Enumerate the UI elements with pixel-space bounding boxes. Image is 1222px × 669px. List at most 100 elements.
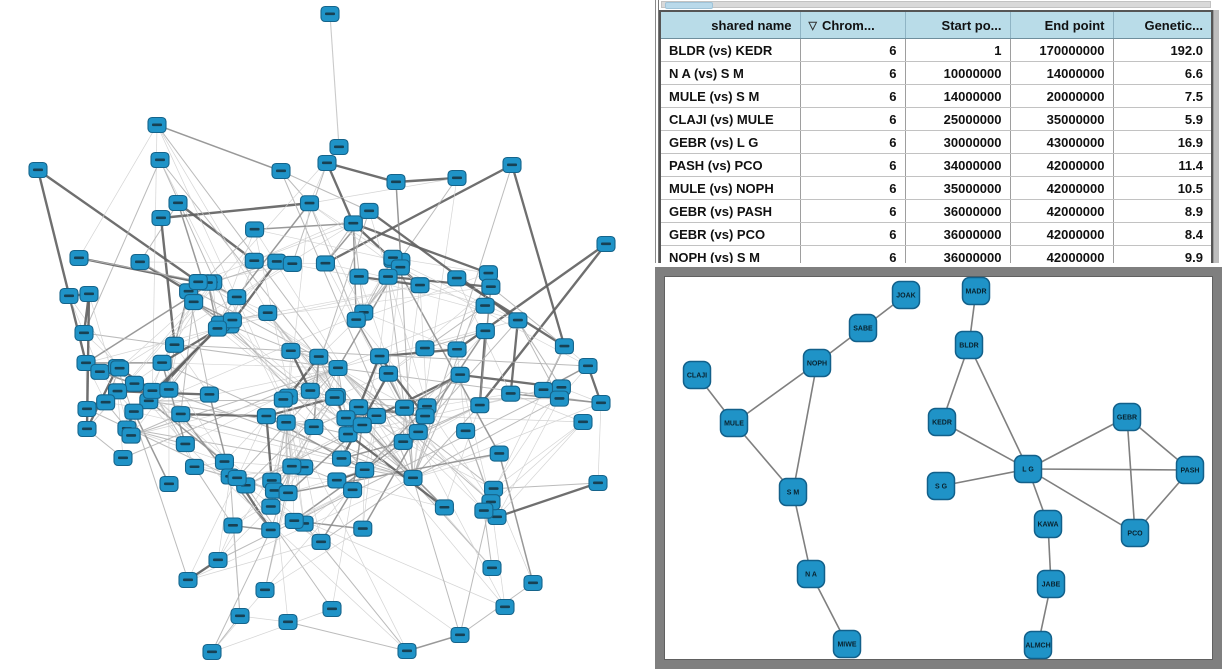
node-noph[interactable]: NOPH (802, 348, 832, 378)
overview-node[interactable] (147, 116, 167, 134)
overview-node[interactable] (366, 407, 387, 425)
overview-node[interactable] (74, 324, 94, 342)
edge-kedr-l-g[interactable] (941, 421, 1029, 470)
overview-node[interactable] (328, 359, 348, 377)
scrollbar-thumb[interactable] (665, 2, 713, 9)
overview-node[interactable] (59, 287, 79, 305)
overview-node[interactable] (121, 427, 141, 444)
node-almch[interactable]: ALMCH (1023, 630, 1053, 660)
overview-node[interactable] (475, 297, 495, 314)
overview-node[interactable] (450, 366, 470, 383)
overview-node[interactable] (258, 304, 278, 321)
overview-node[interactable] (329, 138, 349, 156)
column-header-end-point[interactable]: End point (1010, 11, 1114, 39)
overview-node[interactable] (533, 381, 554, 398)
node-mule[interactable]: MULE (719, 408, 749, 438)
overview-node[interactable] (311, 533, 331, 551)
overview-node[interactable] (208, 551, 228, 569)
overview-node[interactable] (230, 607, 250, 625)
overview-network-panel[interactable] (0, 0, 655, 669)
overview-node[interactable] (159, 475, 179, 493)
overview-node[interactable] (281, 342, 301, 359)
overview-node[interactable] (304, 418, 324, 436)
overview-node[interactable] (393, 433, 413, 450)
overview-node[interactable] (315, 255, 335, 272)
node-joak[interactable]: JOAK (891, 280, 921, 310)
detail-network-canvas[interactable]: JOAK MADR SABE BLDR NOPH CLAJI MULE KEDR GEBR L G… (664, 276, 1213, 660)
overview-node[interactable] (300, 382, 320, 399)
node-jabe[interactable]: JABE (1036, 569, 1066, 599)
overview-node[interactable] (245, 221, 265, 238)
overview-node[interactable] (370, 348, 390, 365)
overview-node[interactable] (276, 414, 296, 431)
overview-node[interactable] (578, 357, 598, 375)
overview-node[interactable] (184, 293, 204, 311)
node-claji[interactable]: CLAJI (682, 360, 712, 390)
overview-node[interactable] (495, 598, 515, 616)
overview-node[interactable] (353, 520, 373, 537)
edge-bldr-l-g[interactable] (968, 344, 1029, 470)
overview-node[interactable] (355, 461, 375, 478)
overview-node[interactable] (415, 408, 435, 425)
overview-node[interactable] (456, 422, 476, 440)
node-bldr[interactable]: BLDR (954, 330, 984, 360)
node-s-m[interactable]: S M (778, 477, 808, 507)
overview-node[interactable] (523, 574, 543, 592)
overview-node[interactable] (273, 391, 293, 408)
table-row[interactable]: GEBR (vs) PCO 6 36000000 42000000 8.4 (660, 222, 1213, 246)
overview-node[interactable] (349, 399, 369, 416)
overview-node[interactable] (222, 312, 242, 329)
table-row[interactable]: GEBR (vs) L G 6 30000000 43000000 16.9 (660, 130, 1213, 154)
overview-node[interactable] (482, 559, 502, 577)
table-row[interactable]: BLDR (vs) KEDR 6 1 170000000 192.0 (660, 38, 1213, 62)
overview-node[interactable] (331, 450, 352, 467)
overview-node[interactable] (77, 420, 97, 438)
node-s-g[interactable]: S G (926, 471, 956, 501)
node-miwe[interactable]: MIWE (832, 629, 862, 659)
overview-node[interactable] (278, 613, 298, 631)
overview-node[interactable] (320, 5, 340, 23)
overview-node[interactable] (408, 424, 428, 441)
overview-node[interactable] (282, 255, 302, 272)
node-sabe[interactable]: SABE (848, 313, 878, 343)
overview-node[interactable] (256, 408, 276, 425)
overview-node[interactable] (573, 413, 593, 431)
overview-node[interactable] (159, 381, 179, 398)
overview-node[interactable] (244, 252, 264, 269)
table-row[interactable]: MULE (vs) S M 6 14000000 20000000 7.5 (660, 84, 1213, 108)
overview-node[interactable] (554, 338, 574, 355)
edge-pco-l-g[interactable] (1027, 468, 1136, 534)
overview-node[interactable] (227, 469, 247, 487)
overview-node[interactable] (447, 341, 467, 358)
overview-node[interactable] (278, 484, 298, 502)
node-gebr[interactable]: GEBR (1112, 402, 1142, 432)
column-header-shared-name[interactable]: shared name (660, 11, 801, 39)
overview-node[interactable] (284, 512, 304, 529)
table-row[interactable]: N A (vs) S M 6 10000000 14000000 6.6 (660, 61, 1213, 85)
overview-node[interactable] (434, 499, 454, 516)
overview-node[interactable] (346, 311, 366, 328)
node-madr[interactable]: MADR (961, 276, 991, 306)
overview-node[interactable] (271, 162, 291, 180)
overview-node[interactable] (336, 410, 356, 427)
node-pash[interactable]: PASH (1175, 455, 1205, 485)
overview-node[interactable] (175, 436, 195, 453)
overview-node[interactable] (415, 340, 435, 357)
edge-noph-s-m[interactable] (792, 362, 818, 493)
overview-node[interactable] (113, 449, 133, 467)
overview-node[interactable] (130, 253, 150, 271)
overview-node[interactable] (450, 626, 470, 644)
overview-node[interactable] (207, 320, 227, 337)
overview-node[interactable] (90, 363, 110, 380)
overview-node[interactable] (501, 385, 521, 402)
overview-node[interactable] (338, 426, 358, 443)
node-kawa[interactable]: KAWA (1033, 509, 1063, 539)
node-kedr[interactable]: KEDR (927, 407, 957, 437)
table-row[interactable]: GEBR (vs) PASH 6 36000000 42000000 8.9 (660, 199, 1213, 223)
overview-node[interactable] (410, 277, 430, 294)
overview-node[interactable] (481, 278, 501, 295)
overview-node[interactable] (168, 194, 188, 212)
overview-node[interactable] (188, 273, 208, 291)
overview-node[interactable] (596, 235, 616, 253)
overview-node[interactable] (214, 453, 235, 470)
